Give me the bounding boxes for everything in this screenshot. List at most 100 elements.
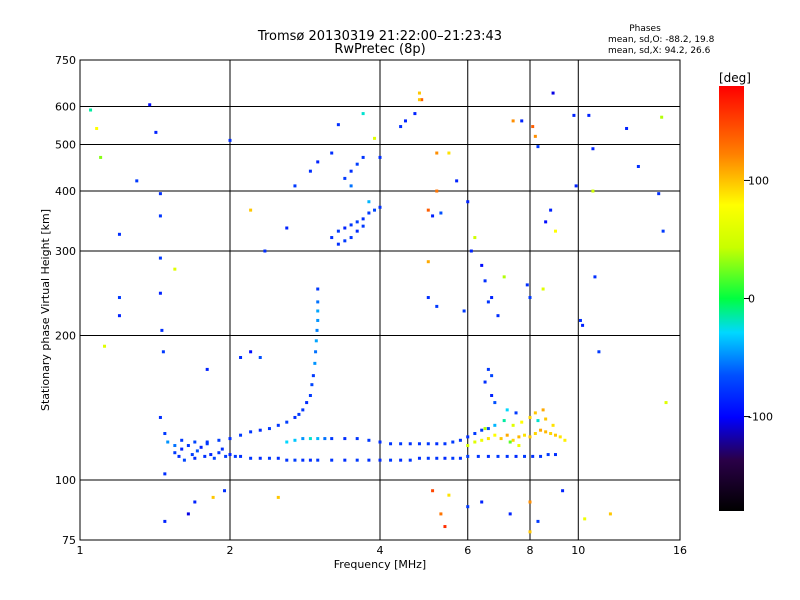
data-point: [486, 300, 490, 304]
data-point: [413, 112, 417, 116]
data-point: [330, 151, 334, 155]
data-point: [285, 458, 289, 462]
x-tick-label: 10: [571, 544, 585, 557]
data-point: [517, 435, 521, 439]
data-point: [158, 256, 162, 260]
data-point: [355, 458, 359, 462]
x-tick-label: 8: [527, 544, 534, 557]
data-point: [480, 428, 484, 432]
data-point: [163, 519, 167, 523]
y-tick-label: 500: [55, 139, 76, 152]
data-point: [336, 242, 340, 246]
data-point: [367, 200, 371, 204]
data-point: [541, 287, 545, 291]
data-point: [528, 435, 532, 439]
phases-line-o: mean, sd,O: -88.2, 19.8: [608, 35, 715, 45]
data-point: [173, 267, 177, 271]
data-point: [367, 458, 371, 462]
data-point: [367, 438, 371, 442]
data-point: [311, 374, 315, 378]
phases-line-x: mean, sd,X: 94.2, 26.6: [608, 46, 711, 56]
data-point: [533, 411, 537, 415]
data-point: [378, 155, 382, 159]
data-point: [389, 458, 393, 462]
data-point: [267, 427, 271, 431]
data-point: [316, 160, 320, 164]
data-point: [117, 314, 121, 318]
data-point: [336, 123, 340, 127]
data-point: [483, 427, 487, 431]
data-point: [190, 453, 194, 457]
data-point: [546, 453, 550, 457]
x-tick-label: 6: [464, 544, 471, 557]
colorbar-gradient: [719, 86, 744, 511]
data-point: [544, 220, 548, 224]
x-tick-label: 16: [673, 544, 687, 557]
data-point: [220, 447, 224, 451]
data-point: [301, 458, 305, 462]
data-point: [451, 456, 455, 460]
data-point: [367, 211, 371, 215]
data-point: [239, 454, 243, 458]
data-point: [301, 408, 305, 412]
data-point: [316, 437, 320, 441]
data-point: [458, 438, 462, 442]
data-point: [536, 145, 540, 149]
colorbar: [deg] 100 0 -100: [719, 71, 773, 511]
data-point: [505, 408, 509, 412]
data-point: [193, 500, 197, 504]
data-point: [426, 296, 430, 300]
data-point: [361, 155, 365, 159]
data-point: [660, 115, 664, 119]
data-point: [349, 223, 353, 227]
data-point: [399, 125, 403, 129]
colorbar-label: [deg]: [719, 71, 751, 85]
data-point: [435, 304, 439, 308]
data-point: [551, 423, 555, 427]
data-point: [355, 162, 359, 166]
data-point: [217, 451, 221, 455]
data-point: [473, 432, 477, 436]
data-point: [293, 438, 297, 442]
data-point: [572, 113, 576, 117]
data-point: [199, 445, 203, 449]
data-point: [435, 442, 439, 446]
data-point: [154, 130, 158, 134]
data-point: [661, 229, 665, 233]
data-point: [228, 138, 232, 142]
data-point: [528, 500, 532, 504]
data-point: [593, 275, 597, 279]
data-point: [493, 433, 497, 437]
data-point: [135, 179, 139, 183]
data-point: [349, 184, 353, 188]
data-point: [514, 411, 518, 415]
data-point: [163, 432, 167, 436]
y-tick-label: 75: [62, 534, 76, 547]
data-point: [417, 442, 421, 446]
data-point: [158, 415, 162, 419]
data-point: [420, 98, 424, 102]
data-point: [539, 428, 543, 432]
data-point: [355, 220, 359, 224]
data-point: [316, 309, 320, 313]
data-point: [349, 236, 353, 240]
data-point: [657, 192, 661, 196]
data-point: [480, 263, 484, 267]
data-point: [355, 229, 359, 233]
data-point: [608, 512, 612, 516]
data-point: [583, 517, 587, 521]
data-point: [523, 433, 527, 437]
data-point: [578, 318, 582, 322]
data-point: [528, 296, 532, 300]
data-point: [355, 437, 359, 441]
data-point: [553, 229, 557, 233]
x-tick-label: 2: [227, 544, 234, 557]
x-axis-ticks: 1 2 4 6 8 10 16: [77, 544, 688, 557]
data-point: [343, 458, 347, 462]
data-point: [343, 437, 347, 441]
data-point: [664, 401, 668, 405]
data-point: [378, 440, 382, 444]
data-point: [301, 437, 305, 441]
data-point: [439, 512, 443, 516]
data-point: [541, 408, 545, 412]
